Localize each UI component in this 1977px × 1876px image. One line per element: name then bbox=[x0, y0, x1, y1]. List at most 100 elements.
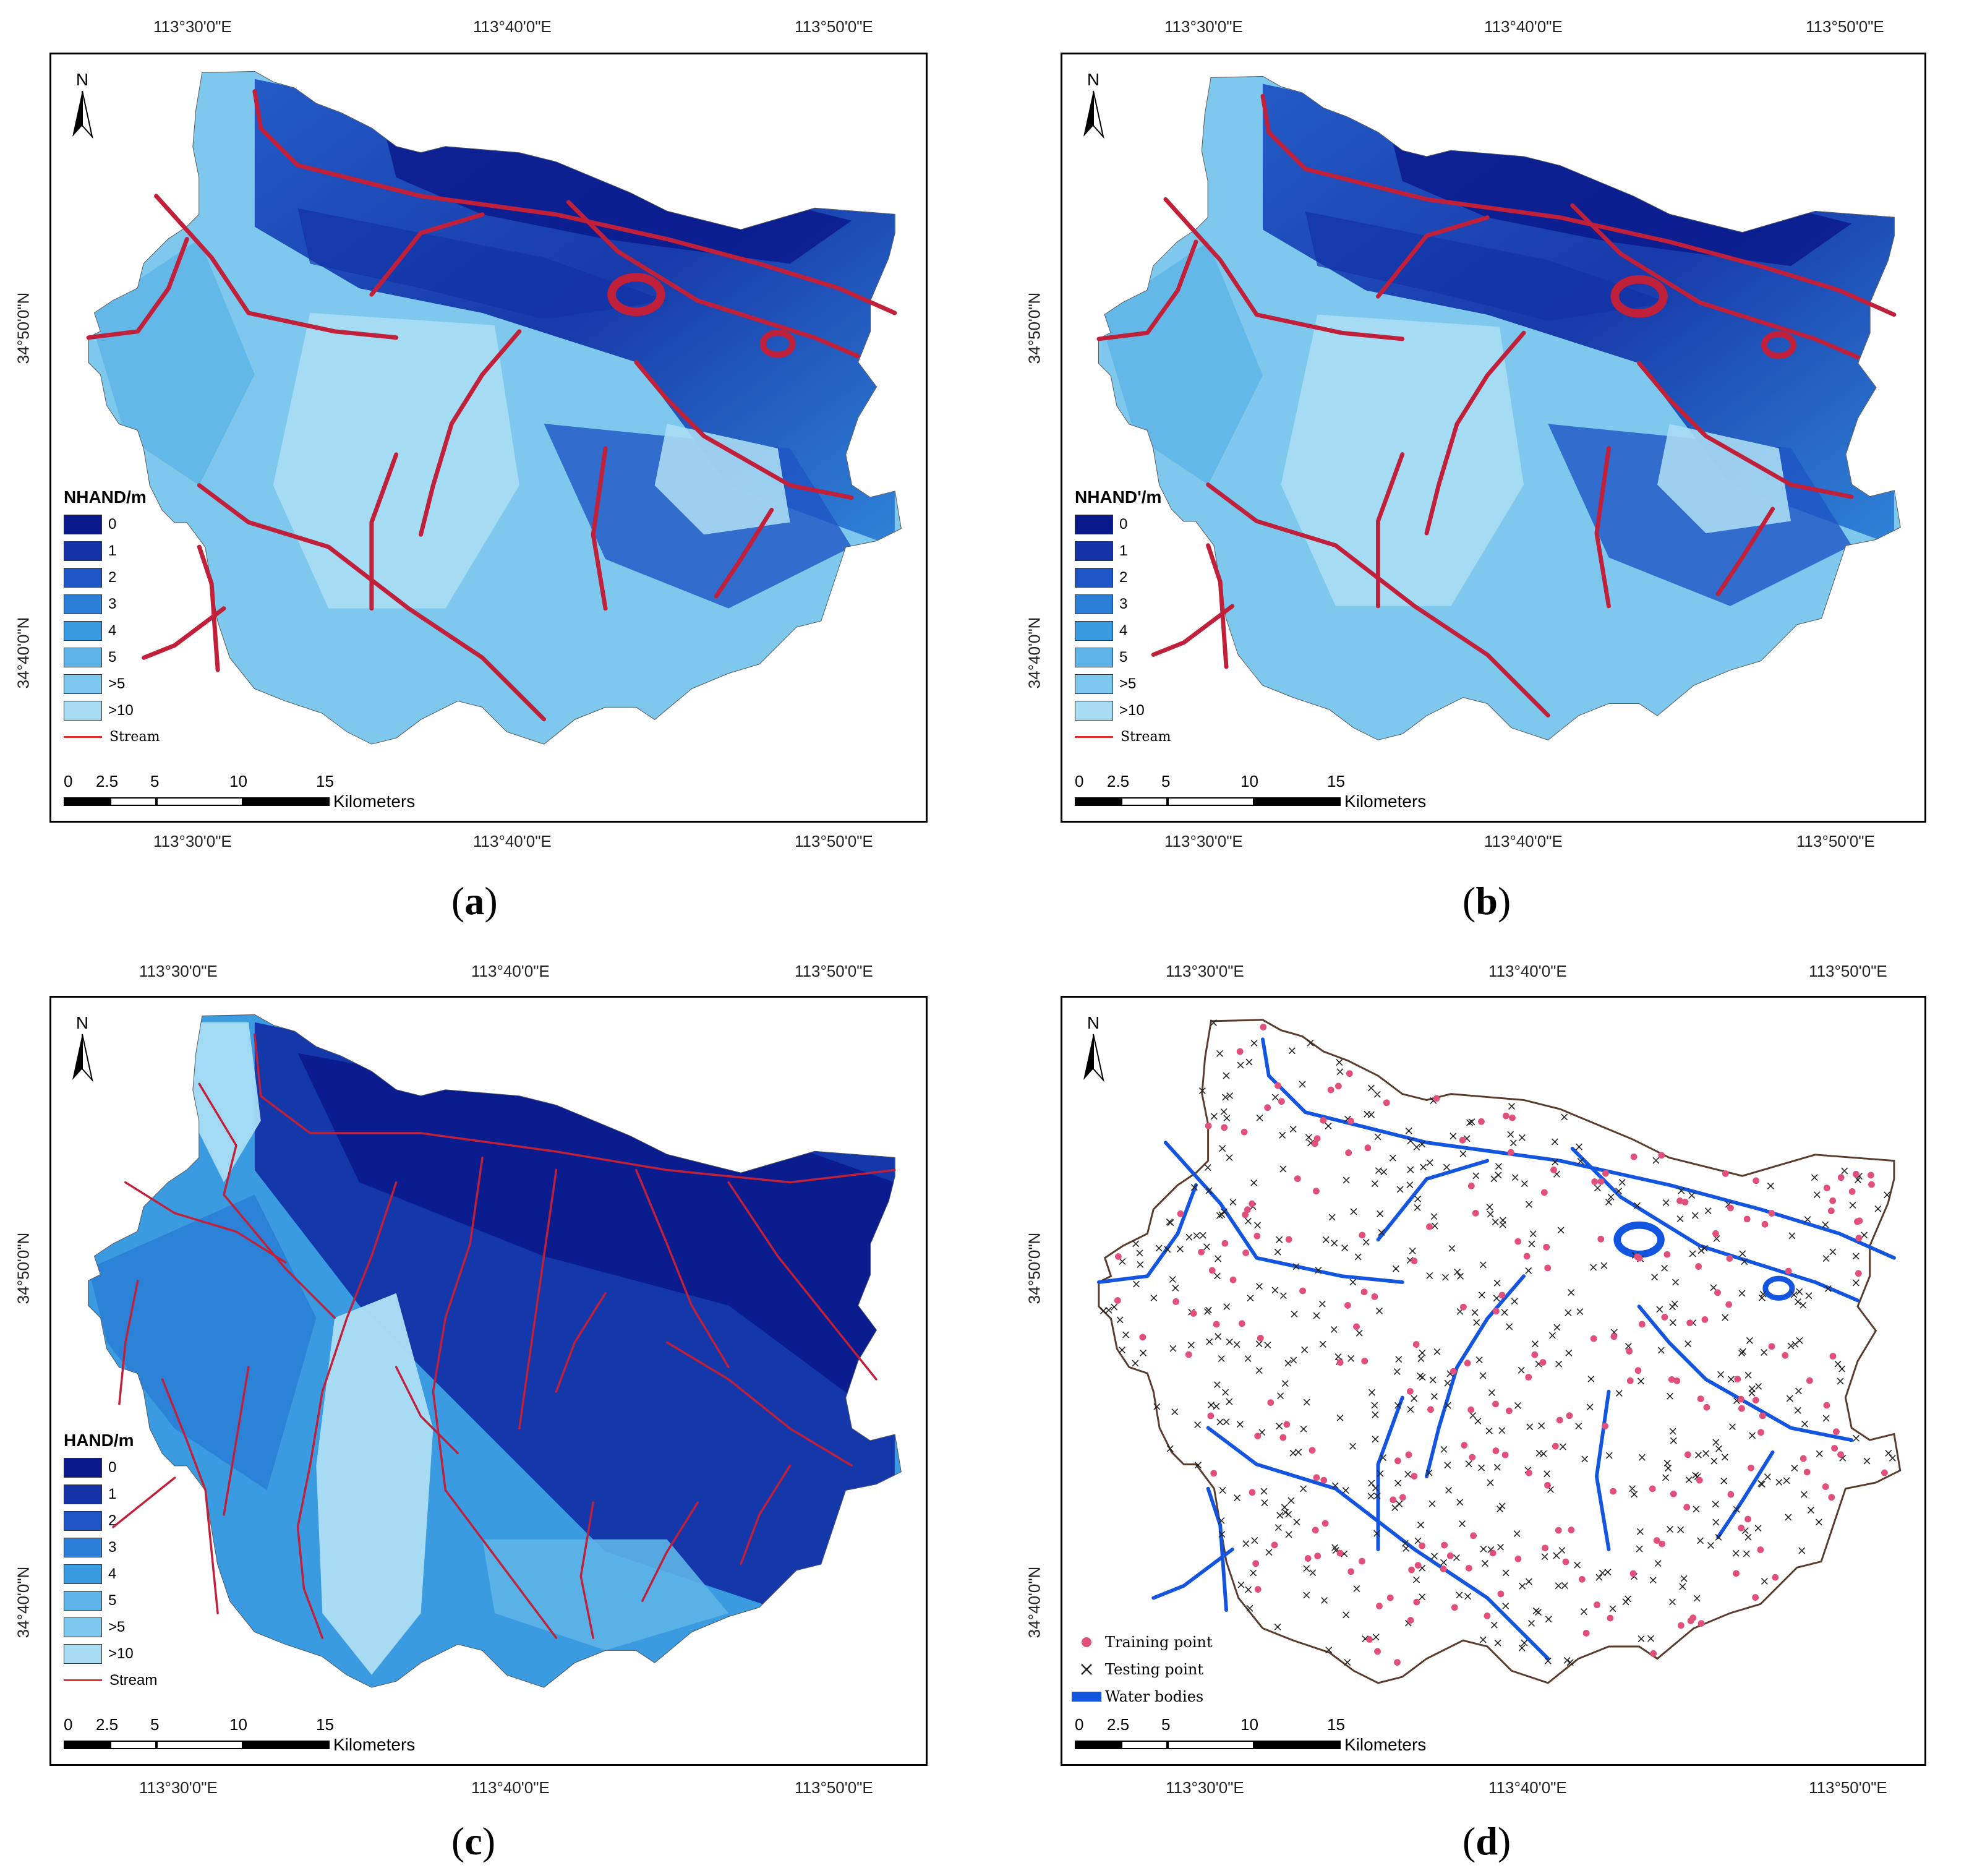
testing-point bbox=[1407, 1166, 1414, 1173]
testing-point bbox=[1250, 1040, 1258, 1047]
legend-title: HAND/m bbox=[64, 1431, 134, 1450]
testing-point bbox=[1473, 1319, 1480, 1326]
testing-point bbox=[1607, 1193, 1615, 1201]
legend-label: >10 bbox=[108, 1645, 134, 1662]
training-point bbox=[1697, 1620, 1705, 1627]
testing-point bbox=[1223, 1115, 1231, 1122]
testing-point bbox=[1368, 1389, 1375, 1396]
lon-label-top-1: 113°30'0"E bbox=[139, 962, 218, 980]
testing-point bbox=[1662, 1474, 1670, 1481]
testing-point bbox=[1518, 1366, 1525, 1374]
legend-label: Stream bbox=[109, 1671, 158, 1689]
legend-label: 3 bbox=[1119, 595, 1128, 612]
training-point bbox=[1738, 1405, 1745, 1412]
scale-segment bbox=[110, 1741, 156, 1749]
legend-item: 5 bbox=[1075, 644, 1171, 670]
testing-point bbox=[1693, 1506, 1700, 1513]
training-point bbox=[1582, 1630, 1590, 1637]
training-point bbox=[1312, 1527, 1319, 1534]
training-point bbox=[1659, 1540, 1665, 1548]
testing-point bbox=[1507, 1131, 1514, 1138]
training-point bbox=[1555, 1527, 1562, 1534]
testing-point bbox=[1788, 1232, 1796, 1240]
testing-point bbox=[1468, 1118, 1475, 1126]
training-point bbox=[1304, 1555, 1312, 1562]
testing-point bbox=[1229, 1199, 1237, 1206]
testing-point bbox=[1459, 1520, 1466, 1527]
testing-point bbox=[1373, 1493, 1381, 1500]
training-point bbox=[1489, 1549, 1497, 1557]
testing-point bbox=[1111, 1303, 1118, 1311]
panel-caption: (d) bbox=[1462, 1819, 1511, 1863]
training-point bbox=[1738, 1524, 1745, 1531]
testing-point bbox=[1498, 1427, 1506, 1434]
training-point bbox=[1855, 1235, 1863, 1242]
training-point bbox=[1433, 1095, 1440, 1102]
training-point bbox=[1139, 1334, 1146, 1341]
testing-point bbox=[1222, 1389, 1229, 1396]
testing-point bbox=[1245, 1586, 1252, 1593]
scale-segment bbox=[110, 797, 156, 806]
testing-point bbox=[1541, 1553, 1548, 1561]
testing-point bbox=[1155, 1244, 1163, 1252]
testing-point bbox=[1419, 1349, 1426, 1356]
testing-point bbox=[1218, 1517, 1225, 1524]
training-point bbox=[1244, 1206, 1251, 1214]
scale-unit: Kilometers bbox=[333, 792, 416, 811]
legend-swatch bbox=[64, 1617, 102, 1637]
testing-point bbox=[1874, 1205, 1882, 1212]
testing-point bbox=[1544, 1470, 1551, 1478]
testing-point bbox=[1688, 1192, 1696, 1199]
north-arrow: N bbox=[1075, 70, 1112, 139]
legend-swatch bbox=[1075, 567, 1113, 588]
testing-point bbox=[1732, 1549, 1740, 1557]
legend-label: 0 bbox=[1119, 515, 1128, 533]
testing-point bbox=[1364, 1110, 1371, 1118]
testing-point bbox=[1480, 1545, 1487, 1553]
testing-point bbox=[1801, 1420, 1808, 1428]
legend-item: 2 bbox=[1075, 564, 1171, 591]
testing-point bbox=[1544, 1657, 1552, 1664]
testing-point bbox=[1431, 1553, 1438, 1560]
scale-num: 0 bbox=[64, 1715, 73, 1734]
testing-point bbox=[1275, 1524, 1282, 1531]
testing-point bbox=[1116, 1316, 1124, 1324]
testing-point bbox=[1561, 1113, 1568, 1121]
testing-point bbox=[1545, 1616, 1552, 1623]
testing-point bbox=[1695, 1451, 1702, 1458]
testing-point bbox=[1581, 1455, 1589, 1463]
testing-point bbox=[1855, 1176, 1861, 1183]
sample-points-map bbox=[1096, 1019, 1902, 1684]
testing-points bbox=[1100, 1019, 1896, 1666]
training-point bbox=[1242, 1249, 1250, 1256]
training-point bbox=[1636, 1254, 1643, 1262]
testing-point bbox=[1669, 1319, 1676, 1326]
testing-point bbox=[1575, 1423, 1582, 1430]
training-point bbox=[1465, 1564, 1472, 1572]
training-point bbox=[1498, 1291, 1506, 1299]
testing-point bbox=[1671, 1300, 1678, 1308]
testing-point bbox=[1315, 1267, 1322, 1274]
legend-title: NHAND/m bbox=[64, 487, 147, 507]
training-point bbox=[1653, 1537, 1660, 1544]
training-point bbox=[1249, 1489, 1256, 1496]
testing-point bbox=[1367, 1493, 1375, 1500]
testing-point bbox=[1350, 1208, 1357, 1215]
testing-point bbox=[1743, 1550, 1750, 1557]
training-point bbox=[1411, 1257, 1418, 1265]
testing-point bbox=[1529, 1230, 1537, 1238]
testing-point bbox=[1498, 1502, 1506, 1510]
training-point bbox=[1253, 1232, 1261, 1240]
testing-point bbox=[1599, 1569, 1606, 1577]
testing-point bbox=[1525, 1578, 1532, 1585]
testing-point bbox=[1794, 1407, 1801, 1414]
scale-bar: 0 2.5 5 10 15 Kilometers bbox=[1075, 1715, 1426, 1755]
testing-point bbox=[1433, 1348, 1441, 1355]
legend-item: 1 bbox=[1075, 538, 1171, 564]
testing-point bbox=[1464, 1593, 1472, 1600]
panel-c: 113°30'0"E 113°40'0"E 113°50'0"E 34°50'0… bbox=[0, 946, 965, 1874]
testing-point bbox=[1638, 1454, 1646, 1461]
training-point bbox=[1663, 1251, 1671, 1258]
testing-point bbox=[1325, 1122, 1332, 1129]
testing-point bbox=[1234, 1494, 1241, 1502]
